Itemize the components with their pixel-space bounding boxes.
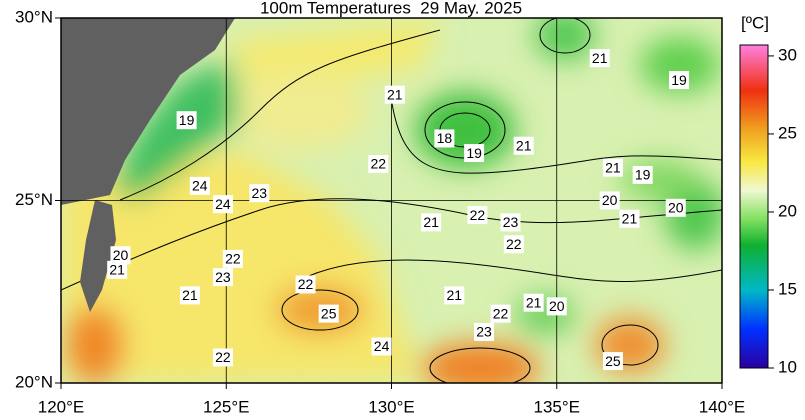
contour-label: 21 <box>605 159 621 175</box>
contour-label: 23 <box>503 214 519 230</box>
contour-label: 24 <box>215 196 231 212</box>
contour-label: 19 <box>179 112 195 128</box>
contour-label: 22 <box>470 207 486 223</box>
contour-label-box <box>222 249 243 268</box>
contour-label: 18 <box>437 130 453 146</box>
contour-label-box <box>490 304 511 323</box>
contour-label-box <box>179 286 200 305</box>
contour-label-box <box>619 209 640 228</box>
map-title: 100m Temperatures 29 May. 2025 <box>260 0 522 17</box>
contour-label: 21 <box>109 262 125 278</box>
contour-label-box <box>632 165 653 184</box>
colorbar-tick-label: 30 <box>778 45 797 64</box>
x-tick-label: 130°E <box>368 397 415 416</box>
contour-label-box <box>503 235 524 254</box>
contour-label-box <box>602 158 623 177</box>
colorbar <box>739 44 769 369</box>
contour-label: 20 <box>668 200 684 216</box>
contour-label: 21 <box>516 137 532 153</box>
contour-label: 22 <box>506 236 522 252</box>
contour-label-box <box>669 71 690 90</box>
contour-label: 21 <box>592 50 608 66</box>
contour-label: 23 <box>252 185 268 201</box>
x-tick-label: 135°E <box>533 397 580 416</box>
contour-label-box <box>368 155 389 173</box>
contour-label-box <box>107 260 128 279</box>
map-field <box>61 18 722 383</box>
contour-label-box <box>421 213 442 232</box>
contour-label-box <box>434 129 455 148</box>
contour-label: 24 <box>374 338 390 354</box>
contour-label: 21 <box>387 86 403 102</box>
contour-label: 21 <box>423 214 439 230</box>
contour-label-box <box>444 286 465 305</box>
y-tick-label: 20°N <box>15 372 53 391</box>
contour-label: 24 <box>192 178 208 194</box>
contour-label: 20 <box>549 298 565 314</box>
contour-label-box <box>500 213 521 232</box>
contour-label-box <box>602 352 623 371</box>
contour-label-box <box>189 176 210 195</box>
contour-label-box <box>212 268 233 287</box>
contour-label: 22 <box>215 349 231 365</box>
contour-label: 21 <box>622 210 638 226</box>
colorbar-tick-label: 20 <box>778 201 797 220</box>
contour-label: 25 <box>321 305 337 321</box>
x-tick-label: 120°E <box>38 397 85 416</box>
x-tick-label: 140°E <box>699 397 746 416</box>
contour-label: 22 <box>370 156 386 172</box>
contour-label-box <box>295 275 316 294</box>
contour-label: 20 <box>602 192 618 208</box>
contour-label-box <box>599 191 620 210</box>
contour-label: 22 <box>298 276 314 292</box>
y-tick-label: 25°N <box>15 190 53 209</box>
contour-label: 21 <box>526 294 542 310</box>
contour-label-box <box>212 348 233 367</box>
contour-label: 19 <box>466 145 482 161</box>
contour-label: 21 <box>182 287 198 303</box>
contour-label: 23 <box>476 324 492 340</box>
contour-label: 22 <box>493 305 509 321</box>
contour-label-box <box>318 304 339 323</box>
contour-label-box <box>212 195 233 214</box>
contour-label: 25 <box>605 353 621 369</box>
y-tick-label: 30°N <box>15 7 53 26</box>
contour-label-box <box>467 206 488 225</box>
contour-label: 20 <box>113 247 129 263</box>
colorbar-tick-label: 25 <box>778 123 797 142</box>
contour-label-box <box>589 49 610 68</box>
contour-label: 19 <box>671 72 687 88</box>
colorbar-tick-label: 15 <box>778 279 797 298</box>
contour-label-box <box>546 297 567 316</box>
contour-label-box <box>249 184 270 203</box>
x-tick-label: 125°E <box>203 397 250 416</box>
contour-label-box <box>110 246 131 265</box>
contour-label: 22 <box>225 251 241 267</box>
contour-label-box <box>665 198 686 217</box>
colorbar-tick-label: 10 <box>778 357 797 376</box>
colorbar-unit: [ºC] <box>741 13 769 32</box>
contour-label-box <box>371 337 392 356</box>
contour-label: 23 <box>215 269 231 285</box>
contour-label-box <box>474 322 495 341</box>
contour-label-box <box>513 136 534 155</box>
contour-label-box <box>523 293 544 312</box>
contour-label: 21 <box>447 287 463 303</box>
contour-label-box <box>176 111 197 130</box>
contour-label: 19 <box>635 167 651 183</box>
contour-label-box <box>464 144 485 163</box>
contour-label-box <box>384 85 405 104</box>
